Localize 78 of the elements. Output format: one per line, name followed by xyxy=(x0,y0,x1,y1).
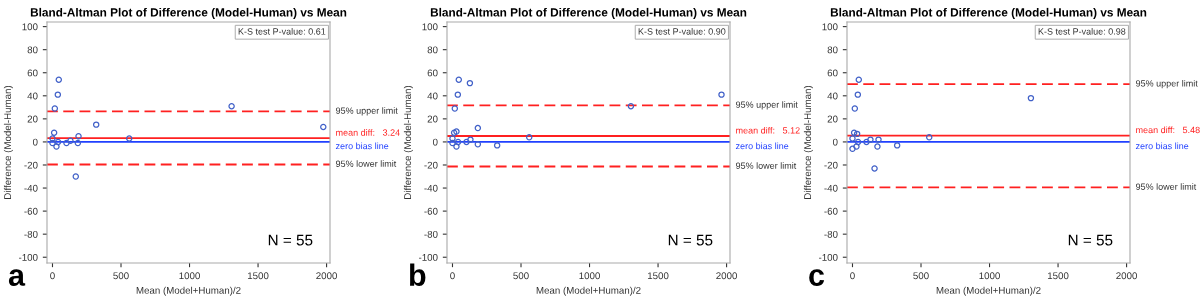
y-tick-label: -100 xyxy=(418,253,438,261)
x-tick-label: 1000 xyxy=(179,272,200,280)
text: b xyxy=(410,263,426,286)
x-tick-label: 2000 xyxy=(316,272,338,280)
ref-line-label: 95% upper limit xyxy=(735,101,798,110)
y-tick-label: 60 xyxy=(27,69,38,77)
y-tick-label: 0 xyxy=(32,138,38,146)
ref-line-label: 95% lower limit xyxy=(735,162,797,169)
y-axis-title: Difference (Model-Human) xyxy=(403,85,413,199)
y-tick-label: 0 xyxy=(832,138,838,146)
x-tick-label: 1000 xyxy=(979,272,1000,280)
y-tick-label: -20 xyxy=(824,161,838,169)
y-tick-label: -60 xyxy=(424,207,438,215)
y-tick-label: 40 xyxy=(27,92,38,100)
ref-line-label: mean diff: 3.24 xyxy=(336,129,400,136)
y-tick-label: -60 xyxy=(824,207,838,215)
y-tick-label: -100 xyxy=(18,253,38,261)
y-tick-label: -80 xyxy=(424,230,438,238)
annotation: N = 55 xyxy=(668,234,713,246)
y-tick-label: 100 xyxy=(422,23,438,31)
y-tick-label: -100 xyxy=(818,253,838,261)
x-axis-title: Mean (Model+Human)/2 xyxy=(536,286,641,296)
annotation: N = 55 xyxy=(268,234,313,246)
x-tick-label: 500 xyxy=(113,272,129,280)
text: c xyxy=(809,269,825,286)
annotation: K-S test P-value: 0.98 xyxy=(1038,28,1126,35)
y-tick-label: 40 xyxy=(827,92,838,100)
y-axis-title: Difference (Model-Human) xyxy=(3,85,13,199)
y-tick-label: 80 xyxy=(27,46,38,54)
x-tick-label: 500 xyxy=(913,272,929,280)
x-tick-label: 2000 xyxy=(1116,272,1138,280)
y-tick-label: -40 xyxy=(824,184,838,192)
x-tick-label: 1000 xyxy=(579,272,600,280)
y-tick-label: -80 xyxy=(824,230,838,238)
y-tick-label: 20 xyxy=(827,115,838,123)
y-tick-label: 0 xyxy=(432,138,438,146)
y-tick-label: 80 xyxy=(827,46,838,54)
x-tick-label: 1500 xyxy=(1047,272,1069,280)
ref-line-label: 95% lower limit xyxy=(335,160,397,167)
y-tick-label: 40 xyxy=(427,92,438,100)
y-tick-label: -80 xyxy=(24,230,38,238)
x-tick-label: 500 xyxy=(513,272,529,280)
ref-line-label: zero bias line xyxy=(735,142,789,150)
y-tick-label: 60 xyxy=(827,69,838,77)
x-tick-label: 0 xyxy=(50,272,55,280)
x-tick-label: 1500 xyxy=(247,272,269,280)
chart-title: Bland-Altman Plot of Difference (Model-Human) vs Mean xyxy=(830,7,1147,19)
y-tick-label: -40 xyxy=(24,184,38,192)
ref-line-label: 95% upper limit xyxy=(335,107,398,116)
annotation: K-S test P-value: 0.61 xyxy=(238,28,326,35)
y-tick-label: 60 xyxy=(427,69,438,77)
x-tick-label: 1500 xyxy=(647,272,669,280)
ref-line-label: mean diff: 5.48 xyxy=(1136,126,1200,134)
y-tick-label: 100 xyxy=(22,23,38,31)
y-tick-label: 80 xyxy=(427,46,438,54)
ref-line-label: zero bias line xyxy=(1135,142,1189,150)
y-axis-title: Difference (Model-Human) xyxy=(803,85,813,199)
x-tick-label: 0 xyxy=(850,272,855,280)
chart-title: Bland-Altman Plot of Difference (Model-Human) vs Mean xyxy=(430,7,747,19)
x-tick-label: 2000 xyxy=(716,272,738,280)
annotation: K-S test P-value: 0.90 xyxy=(638,28,726,35)
x-axis-title: Mean (Model+Human)/2 xyxy=(936,286,1041,296)
ref-line-label: mean diff: 5.12 xyxy=(736,126,800,134)
y-tick-label: -60 xyxy=(24,207,38,215)
ref-line-label: zero bias line xyxy=(335,142,389,150)
y-tick-label: 100 xyxy=(822,23,838,31)
y-tick-label: -20 xyxy=(24,161,38,169)
chart-title: Bland-Altman Plot of Difference (Model-Human) vs Mean xyxy=(30,7,347,19)
annotation: N = 55 xyxy=(1068,234,1113,246)
y-tick-label: 20 xyxy=(27,115,38,123)
text: a xyxy=(8,269,26,286)
x-tick-label: 0 xyxy=(450,272,455,280)
x-axis-title: Mean (Model+Human)/2 xyxy=(136,286,241,296)
ref-line-label: 95% upper limit xyxy=(1135,79,1198,89)
y-tick-label: 20 xyxy=(427,115,438,123)
ref-line-label: 95% lower limit xyxy=(1135,183,1197,190)
y-tick-label: -40 xyxy=(424,184,438,192)
y-tick-label: -20 xyxy=(424,161,438,169)
